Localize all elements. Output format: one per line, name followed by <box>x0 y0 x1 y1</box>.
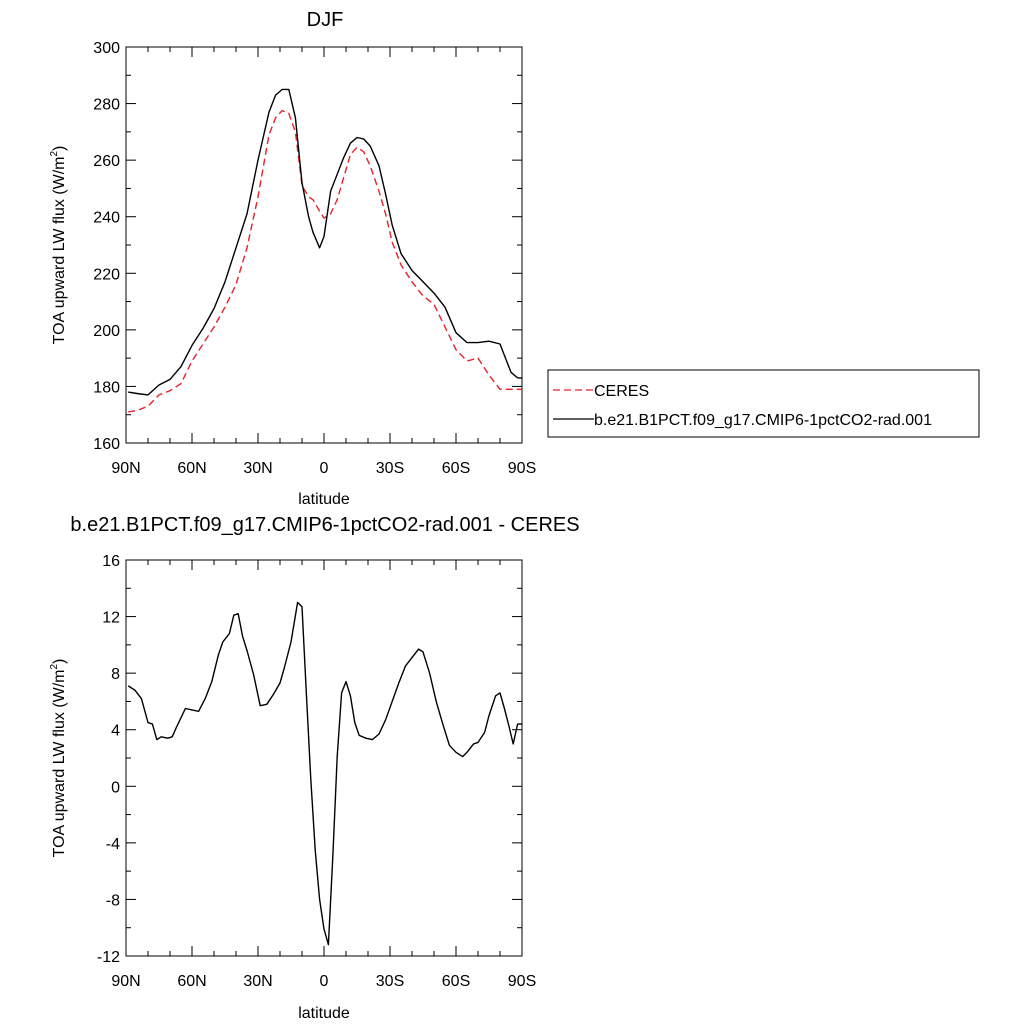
bottom-plot-ylabel: TOA upward LW flux (W/m2) <box>49 659 68 858</box>
y-tick-label: 4 <box>111 723 120 740</box>
bottom-plot-series <box>127 601 522 946</box>
bottom-plot-ylabel-superscript: 2 <box>49 664 60 670</box>
x-tick-label: 30N <box>243 973 272 990</box>
y-tick-label: 300 <box>93 40 120 57</box>
x-tick-label: 60N <box>177 973 206 990</box>
top-plot-ylabel-superscript: 2 <box>49 151 60 157</box>
top-plot-ticks: 90N 60N 30N 0 30S 60S 90S 160 180 200 220 240 260 280… <box>93 40 536 477</box>
x-tick-label: 0 <box>320 973 329 990</box>
legend-box <box>547 369 980 438</box>
y-tick-label: 160 <box>93 436 120 453</box>
bottom-plot-xlabel: latitude <box>298 1005 350 1022</box>
top-plot-ylabel: TOA upward LW flux (W/m2) <box>49 146 68 345</box>
legend-label-ceres: CERES <box>594 383 649 400</box>
top-plot-series <box>128 88 522 413</box>
top-plot-ylabel-close: ) <box>51 146 68 151</box>
x-tick-label: 60N <box>177 460 206 477</box>
x-tick-label: 30N <box>243 460 272 477</box>
bottom-plot-panel: b.e21.B1PCT.f09_g17.CMIP6-1pctCO2-rad.00… <box>49 514 580 1022</box>
y-tick-label: 200 <box>93 323 120 340</box>
x-tick-label: 90S <box>508 973 536 990</box>
x-tick-label: 90N <box>111 973 140 990</box>
bottom-plot-ylabel-close: ) <box>51 659 68 664</box>
x-tick-label: 0 <box>320 460 329 477</box>
y-tick-label: -12 <box>97 949 120 966</box>
y-tick-label: 280 <box>93 97 120 114</box>
y-tick-label: -4 <box>106 836 120 853</box>
x-tick-label: 60S <box>442 460 470 477</box>
y-tick-label: 0 <box>111 779 120 796</box>
series-line-difference <box>127 601 522 946</box>
y-tick-label: 16 <box>102 553 120 570</box>
y-tick-label: 240 <box>93 210 120 227</box>
series-line-b-e21-b1pct-f09-g17-cmip6-1pctco2-rad-001 <box>128 88 522 396</box>
series-line-ceres <box>128 109 522 413</box>
y-tick-label: 260 <box>93 153 120 170</box>
y-tick-label: -8 <box>106 892 120 909</box>
top-plot-xlabel: latitude <box>298 491 350 508</box>
top-plot-title: DJF <box>307 9 344 31</box>
bottom-plot-frame <box>125 559 523 957</box>
top-plot-frame <box>125 46 523 444</box>
x-tick-label: 60S <box>442 973 470 990</box>
bottom-plot-ticks: 90N 60N 30N 0 30S 60S 90S -12 -8 -4 0 4 8 12 16 <box>97 553 536 990</box>
legend: CERES b.e21.B1PCT.f09_g17.CMIP6-1pctCO2-… <box>547 369 980 438</box>
y-tick-label: 220 <box>93 266 120 283</box>
bottom-plot-title: b.e21.B1PCT.f09_g17.CMIP6-1pctCO2-rad.00… <box>70 514 579 536</box>
x-tick-label: 90S <box>508 460 536 477</box>
y-tick-label: 180 <box>93 379 120 396</box>
x-tick-label: 30S <box>376 460 404 477</box>
top-plot-ylabel-main: TOA upward LW flux (W/m <box>51 157 68 345</box>
x-tick-label: 90N <box>111 460 140 477</box>
bottom-plot-ylabel-main: TOA upward LW flux (W/m <box>51 670 68 858</box>
y-tick-label: 12 <box>102 610 120 627</box>
legend-label-model: b.e21.B1PCT.f09_g17.CMIP6-1pctCO2-rad.00… <box>594 412 932 429</box>
x-tick-label: 30S <box>376 973 404 990</box>
y-tick-label: 8 <box>111 666 120 683</box>
top-plot-panel: DJF 90N 60N 30N 0 30S 60S 90S 160 180 200 220 240 26… <box>49 9 980 508</box>
